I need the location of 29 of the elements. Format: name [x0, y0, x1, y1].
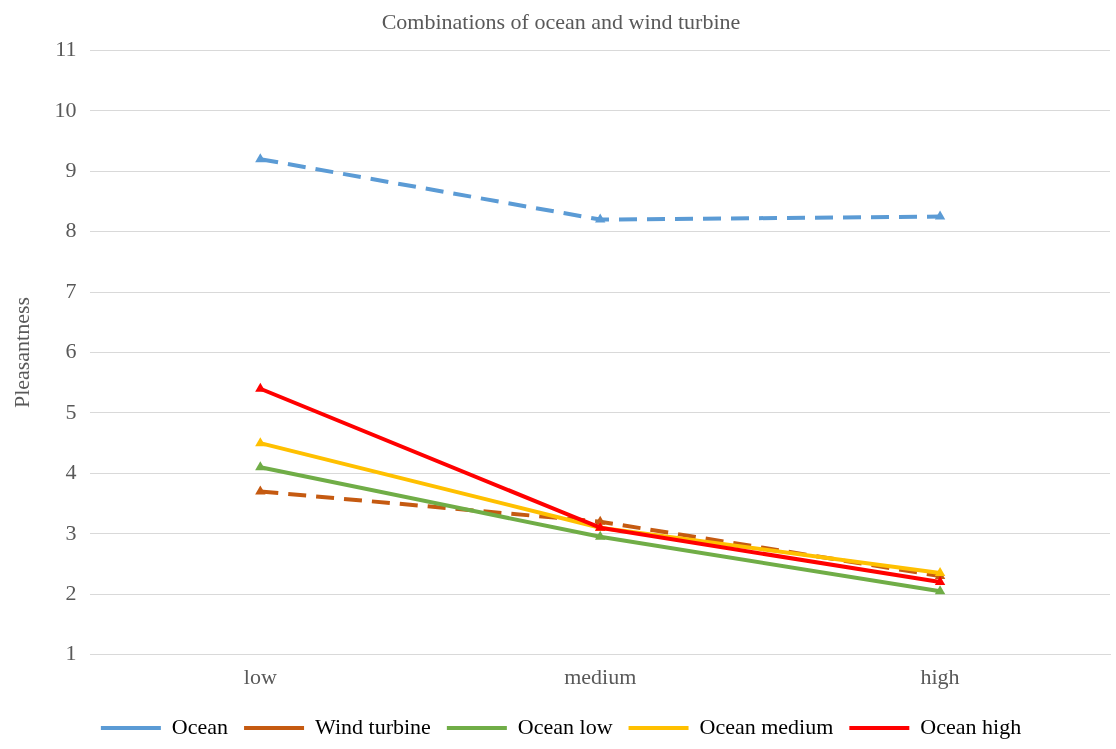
point	[595, 213, 606, 223]
y-tick-label: 7	[65, 277, 77, 303]
legend-label: Ocean medium	[699, 713, 834, 739]
point	[595, 530, 606, 540]
y-tick-label: 6	[65, 338, 77, 364]
y-tick-label: 9	[65, 157, 77, 183]
legend-label: Ocean	[171, 713, 229, 739]
y-axis-title: Pleasantness	[8, 296, 34, 409]
point	[934, 210, 946, 220]
y-tick-label: 5	[65, 398, 77, 424]
y-tick-label: 10	[54, 96, 77, 122]
y-tick-label: 2	[65, 579, 77, 605]
legend-label: Ocean low	[517, 713, 613, 739]
legend-label: Ocean high	[920, 713, 1022, 739]
x-tick-label: high	[920, 663, 960, 689]
y-tick-label: 3	[65, 519, 77, 545]
y-tick-label: 11	[55, 36, 77, 62]
y-tick-label: 1	[65, 640, 77, 666]
point	[934, 585, 946, 595]
point	[255, 461, 266, 471]
x-tick-label: low	[243, 663, 277, 689]
y-tick-label: 8	[65, 217, 77, 243]
point	[255, 153, 266, 163]
point	[934, 576, 946, 586]
x-tick-label: medium	[564, 663, 637, 689]
point	[255, 437, 266, 447]
legend-label: Wind turbine	[315, 713, 431, 739]
y-tick-label: 4	[65, 459, 77, 485]
chart-title: Combinations of ocean and wind turbine	[381, 8, 741, 34]
